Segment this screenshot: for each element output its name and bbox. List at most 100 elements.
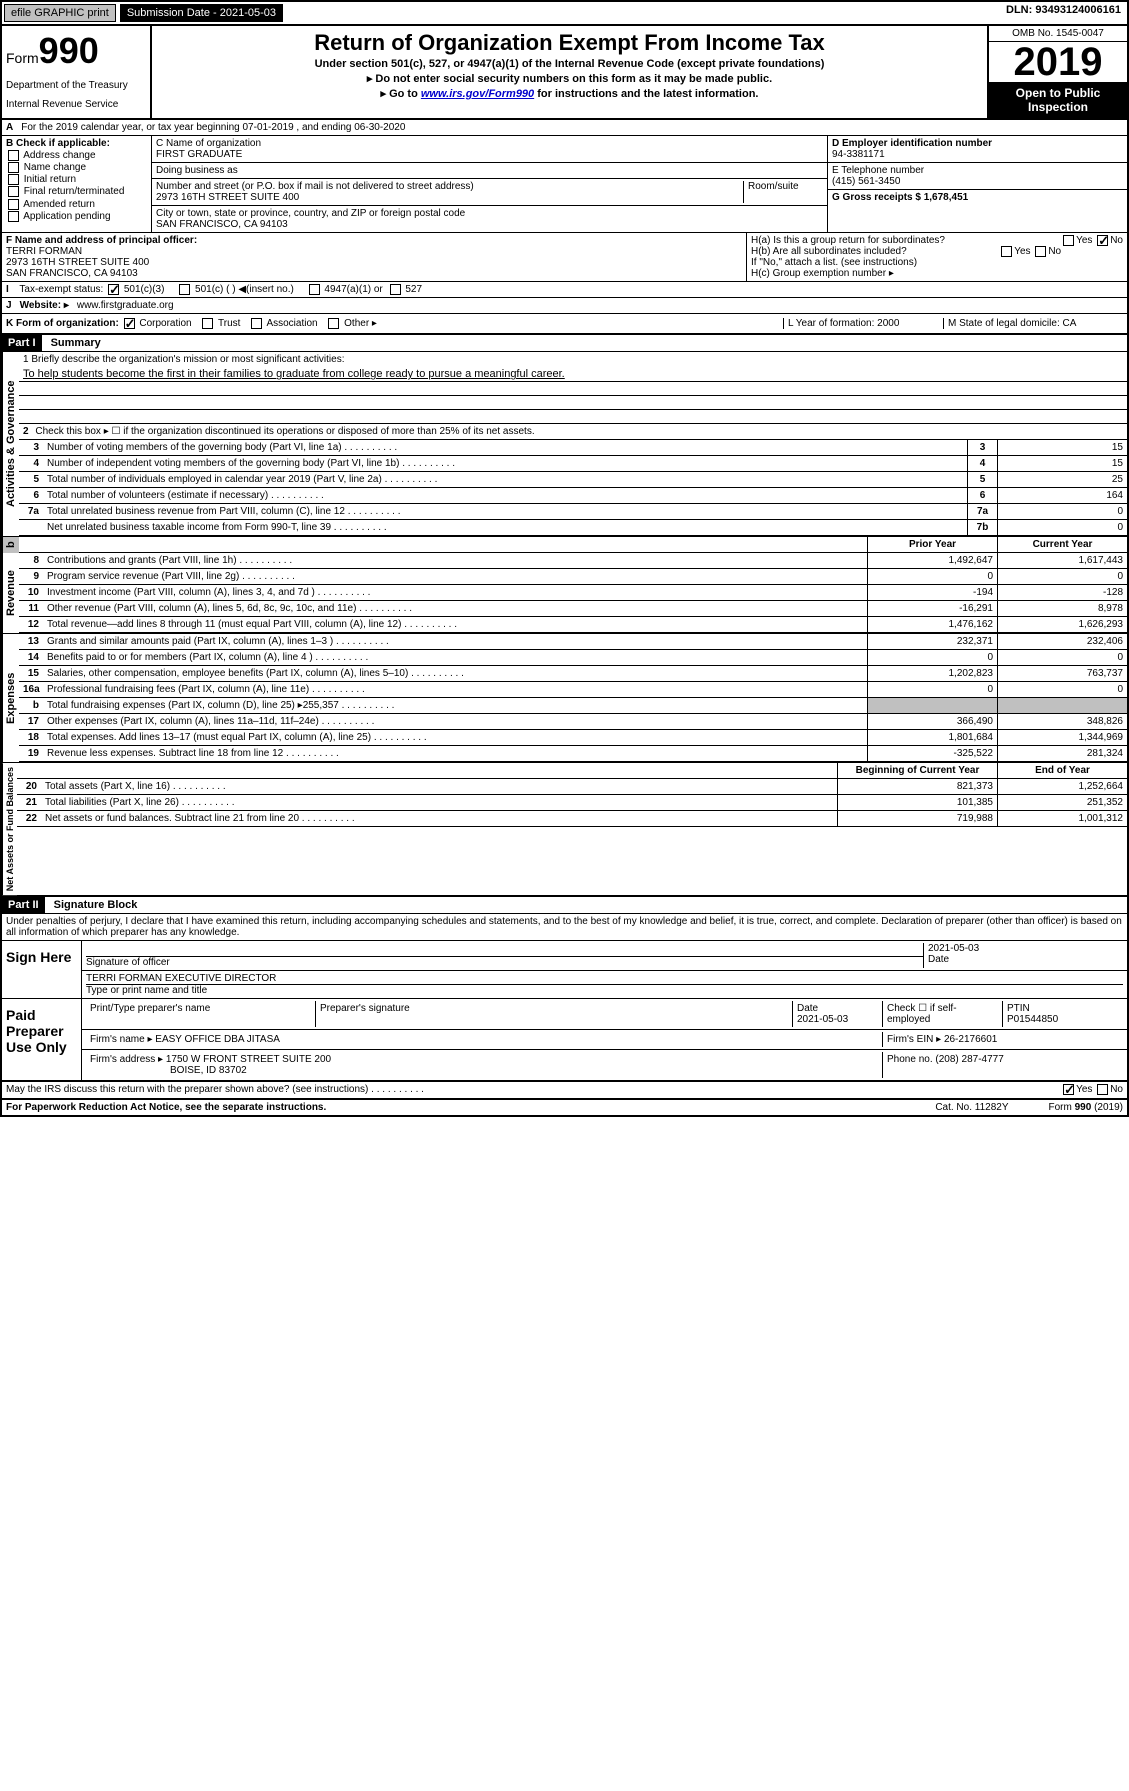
sign-here-label: Sign Here — [2, 941, 82, 998]
room-label: Room/suite — [743, 181, 823, 203]
table-row: bTotal fundraising expenses (Part IX, co… — [19, 698, 1127, 714]
check-address-change[interactable]: Address change — [6, 150, 147, 161]
check-final-return[interactable]: Final return/terminated — [6, 186, 147, 197]
footer: For Paperwork Reduction Act Notice, see … — [2, 1100, 1127, 1115]
check-527[interactable] — [390, 284, 401, 295]
line2-text: Check this box ▸ ☐ if the organization d… — [35, 426, 534, 437]
efile-button[interactable]: efile GRAPHIC print — [4, 4, 116, 22]
type-name-label: Type or print name and title — [86, 985, 1123, 996]
end-year-header: End of Year — [997, 763, 1127, 778]
table-row: 15Salaries, other compensation, employee… — [19, 666, 1127, 682]
open-public-badge: Open to Public Inspection — [989, 82, 1127, 118]
table-row: Net unrelated business taxable income fr… — [19, 520, 1127, 536]
table-row: 14Benefits paid to or for members (Part … — [19, 650, 1127, 666]
tax-year: 2019 — [989, 42, 1127, 82]
firm-ein: 26-2176601 — [944, 1034, 997, 1045]
subtitle-3-pre: ▸ Go to — [381, 88, 421, 100]
table-row: 22Net assets or fund balances. Subtract … — [17, 811, 1127, 827]
org-name: FIRST GRADUATE — [156, 149, 823, 160]
dba-label: Doing business as — [156, 165, 823, 176]
subtitle-1: Under section 501(c), 527, or 4947(a)(1)… — [160, 58, 979, 70]
table-row: 19Revenue less expenses. Subtract line 1… — [19, 746, 1127, 762]
table-row: 4Number of independent voting members of… — [19, 456, 1127, 472]
expenses-label: Expenses — [2, 634, 19, 762]
submission-date: Submission Date - 2021-05-03 — [120, 4, 283, 22]
check-amended[interactable]: Amended return — [6, 199, 147, 210]
officer-name-title: TERRI FORMAN EXECUTIVE DIRECTOR — [86, 973, 1123, 985]
date-label: Date — [928, 954, 1123, 965]
website-url[interactable]: www.firstgraduate.org — [77, 300, 174, 311]
check-self-emp[interactable]: Check ☐ if self-employed — [883, 1001, 1003, 1027]
form-footer: Form 990 (2019) — [1049, 1102, 1123, 1113]
table-row: 18Total expenses. Add lines 13–17 (must … — [19, 730, 1127, 746]
discuss-no[interactable] — [1097, 1084, 1108, 1095]
prior-year-header: Prior Year — [867, 537, 997, 552]
check-name-change[interactable]: Name change — [6, 162, 147, 173]
check-corporation[interactable] — [124, 318, 135, 329]
revenue-label: Revenue — [2, 553, 19, 633]
prep-sig-label: Preparer's signature — [316, 1001, 793, 1027]
state-domicile: M State of legal domicile: CA — [943, 318, 1123, 329]
firm-addr1: 1750 W FRONT STREET SUITE 200 — [166, 1054, 331, 1065]
part2-title: Signature Block — [48, 897, 144, 913]
form-center-box: Return of Organization Exempt From Incom… — [152, 26, 987, 118]
firm-phone: (208) 287-4777 — [935, 1054, 1003, 1065]
check-trust[interactable] — [202, 318, 213, 329]
city-value: SAN FRANCISCO, CA 94103 — [156, 219, 823, 230]
phone-label: E Telephone number — [832, 165, 1123, 176]
table-row: 16aProfessional fundraising fees (Part I… — [19, 682, 1127, 698]
tax-exempt-label: Tax-exempt status: — [19, 284, 103, 295]
check-other[interactable] — [328, 318, 339, 329]
line1-label: 1 Briefly describe the organization's mi… — [19, 352, 1127, 367]
name-label: C Name of organization — [156, 138, 823, 149]
section-b-header: B Check if applicable: — [6, 138, 147, 149]
subtitle-2: ▸ Do not enter social security numbers o… — [160, 72, 979, 85]
addr-label: Number and street (or P.O. box if mail i… — [156, 181, 743, 192]
check-association[interactable] — [251, 318, 262, 329]
section-fgh: F Name and address of principal officer:… — [2, 233, 1127, 282]
phone-value: (415) 561-3450 — [832, 176, 1123, 187]
paid-prep-label: Paid Preparer Use Only — [2, 999, 82, 1080]
table-row: 12Total revenue—add lines 8 through 11 (… — [19, 617, 1127, 633]
check-501c[interactable] — [179, 284, 190, 295]
ha-row: H(a) Is this a group return for subordin… — [751, 235, 1123, 246]
check-initial-return[interactable]: Initial return — [6, 174, 147, 185]
paperwork-notice: For Paperwork Reduction Act Notice, see … — [6, 1102, 326, 1113]
table-row: 10Investment income (Part VIII, column (… — [19, 585, 1127, 601]
mission-blank2 — [19, 396, 1127, 410]
discuss-yes[interactable] — [1063, 1084, 1074, 1095]
city-label: City or town, state or province, country… — [156, 208, 823, 219]
main-title: Return of Organization Exempt From Incom… — [160, 30, 979, 56]
table-row: 6Total number of volunteers (estimate if… — [19, 488, 1127, 504]
hb-note: If "No," attach a list. (see instruction… — [751, 257, 1123, 268]
hb-row: H(b) Are all subordinates included? Yes … — [751, 246, 1123, 257]
sig-officer-label: Signature of officer — [86, 957, 923, 968]
section-bcd: B Check if applicable: Address change Na… — [2, 136, 1127, 233]
cat-no: Cat. No. 11282Y — [935, 1102, 1008, 1113]
table-row: 8Contributions and grants (Part VIII, li… — [19, 553, 1127, 569]
mission-blank3 — [19, 410, 1127, 424]
current-year-header: Current Year — [997, 537, 1127, 552]
title-area: Form990 Department of the Treasury Inter… — [2, 26, 1127, 120]
part2: Part II Signature Block Under penalties … — [2, 895, 1127, 1099]
subtitle-3-post: for instructions and the latest informat… — [534, 88, 758, 100]
table-row: 7aTotal unrelated business revenue from … — [19, 504, 1127, 520]
sig-date: 2021-05-03 — [928, 943, 1123, 954]
form-number: 990 — [39, 30, 99, 71]
check-app-pending[interactable]: Application pending — [6, 211, 147, 222]
instructions-link[interactable]: www.irs.gov/Form990 — [421, 88, 534, 100]
officer-addr1: 2973 16TH STREET SUITE 400 — [6, 257, 742, 268]
check-4947[interactable] — [309, 284, 320, 295]
section-j: J Website: ▸ www.firstgraduate.org — [2, 298, 1127, 314]
table-row: 17Other expenses (Part IX, column (A), l… — [19, 714, 1127, 730]
table-row: 5Total number of individuals employed in… — [19, 472, 1127, 488]
section-h: H(a) Is this a group return for subordin… — [747, 233, 1127, 281]
table-row: 9Program service revenue (Part VIII, lin… — [19, 569, 1127, 585]
tax-year-range: For the 2019 calendar year, or tax year … — [17, 120, 409, 135]
form-container: efile GRAPHIC print Submission Date - 20… — [0, 0, 1129, 1117]
form-left-box: Form990 Department of the Treasury Inter… — [2, 26, 152, 118]
part1: Part I Summary Activities & Governance 1… — [2, 335, 1127, 895]
check-501c3[interactable] — [108, 284, 119, 295]
section-c: C Name of organization FIRST GRADUATE Do… — [152, 136, 827, 232]
ptin-value: P01544850 — [1007, 1014, 1058, 1025]
